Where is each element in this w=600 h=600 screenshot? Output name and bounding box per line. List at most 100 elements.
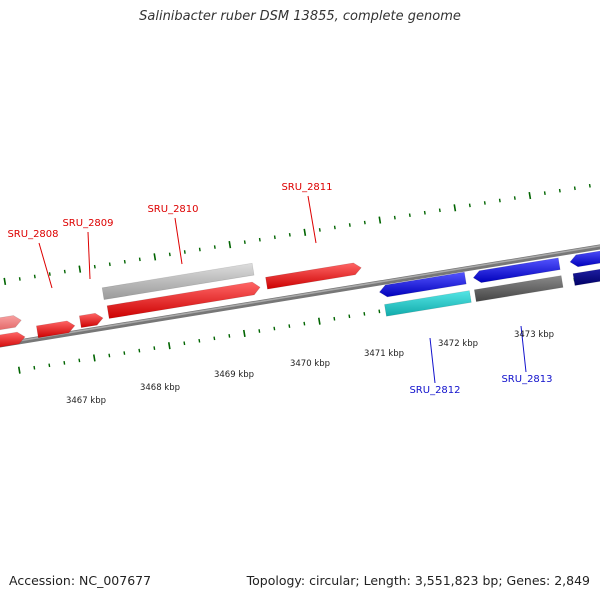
tick-mark <box>543 191 546 195</box>
tick-mark <box>258 237 261 242</box>
tick-mark <box>498 198 501 203</box>
tick-mark <box>78 265 82 273</box>
tick-mark <box>318 228 321 232</box>
gene-feature-sru-2807 <box>0 331 26 348</box>
tick-mark <box>78 358 81 363</box>
backbone-highlight <box>0 245 600 345</box>
tick-mark <box>228 334 231 338</box>
tick-mark <box>213 245 216 249</box>
gene-feature-sru-2810 <box>106 281 261 319</box>
tick-mark <box>183 250 186 254</box>
gene-label-sru-2812: SRU_2812 <box>409 385 460 396</box>
tick-mark <box>348 314 351 319</box>
tick-mark <box>483 201 486 205</box>
tick-mark <box>408 213 411 218</box>
tick-mark <box>93 264 96 269</box>
tick-mark <box>108 353 111 358</box>
gene-feature-sru-2809 <box>78 312 104 329</box>
tick-mark <box>513 196 516 200</box>
label-leader-lines <box>38 195 527 384</box>
tick-label: 3467 kbp <box>66 396 106 406</box>
tick-mark <box>198 338 201 343</box>
tick-mark <box>138 348 141 353</box>
tick-mark <box>18 277 21 281</box>
tick-mark <box>108 262 111 267</box>
gene-feature-sru-2811 <box>265 262 362 290</box>
tick-mark <box>378 309 381 314</box>
tick-label: 3473 kbp <box>514 330 554 340</box>
tick-mark <box>317 317 321 325</box>
tick-mark <box>288 324 291 328</box>
tick-mark <box>48 363 51 368</box>
tick-mark <box>167 342 171 350</box>
tick-mark <box>363 220 366 225</box>
tick-mark <box>213 336 216 341</box>
label-leader-line <box>87 231 91 280</box>
gene-feature-gray <box>101 262 255 300</box>
gene-label-sru-2808: SRU_2808 <box>7 229 58 240</box>
tick-mark <box>273 235 276 240</box>
gene-label-sru-2813: SRU_2813 <box>501 374 552 385</box>
tick-mark <box>153 346 156 350</box>
gene-feature-blue-2 <box>472 257 561 283</box>
tick-mark <box>573 186 576 191</box>
tick-mark <box>243 240 246 245</box>
tick-mark <box>438 208 441 213</box>
tick-mark <box>63 361 66 365</box>
tick-mark <box>393 215 396 220</box>
label-leader-line <box>520 325 527 373</box>
gene-label-sru-2809: SRU_2809 <box>62 218 113 229</box>
tick-label: 3472 kbp <box>438 339 478 349</box>
tick-mark <box>453 204 457 212</box>
tick-mark <box>588 183 591 188</box>
tick-mark <box>123 351 126 355</box>
tick-label: 3471 kbp <box>364 349 404 359</box>
tick-mark <box>138 257 141 262</box>
tick-mark <box>528 192 532 200</box>
tick-mark <box>153 253 157 261</box>
tick-label: 3470 kbp <box>290 359 330 369</box>
tick-mark <box>33 274 36 279</box>
label-leader-line <box>307 195 317 244</box>
tick-mark <box>288 232 291 237</box>
genome-backbone <box>0 244 600 348</box>
tick-mark <box>333 225 336 230</box>
tick-mark <box>33 365 36 370</box>
gene-feature-blue-1 <box>378 271 467 298</box>
tick-mark <box>3 277 7 285</box>
gene-feature-sru-2812 <box>384 290 472 317</box>
gene-feature-navy <box>572 268 600 286</box>
tick-mark <box>558 188 561 193</box>
map-title: Salinibacter ruber DSM 13855, complete g… <box>139 9 461 24</box>
tick-mark <box>303 228 307 236</box>
accession-text: Accession: NC_007677 <box>9 573 152 588</box>
tick-mark <box>168 252 171 257</box>
gene-label-sru-2811: SRU_2811 <box>281 182 332 193</box>
tick-mark <box>423 210 426 215</box>
gene-feature-light-red <box>0 315 22 331</box>
gene-feature-sru-2813 <box>473 275 564 302</box>
gene-feature-blue-3 <box>569 250 600 268</box>
gene-features <box>0 250 600 348</box>
gene-labels: SRU_2808 SRU_2809 SRU_2810 SRU_2811 SRU_2812… <box>7 182 552 396</box>
tick-mark <box>303 321 306 326</box>
tick-mark <box>468 203 471 208</box>
tick-mark <box>228 241 232 249</box>
tick-mark <box>123 259 126 264</box>
tick-mark <box>92 354 96 362</box>
tick-mark <box>333 316 336 321</box>
tick-mark <box>48 272 51 276</box>
tick-mark <box>242 329 246 338</box>
tick-mark <box>363 311 366 316</box>
label-leader-line <box>174 217 183 265</box>
genome-summary-text: Topology: circular; Length: 3,551,823 bp… <box>246 573 590 588</box>
gene-label-sru-2810: SRU_2810 <box>147 204 198 215</box>
tick-label: 3469 kbp <box>214 370 254 380</box>
tick-mark <box>63 269 66 274</box>
tick-label: 3468 kbp <box>140 383 180 393</box>
tick-mark <box>348 223 351 227</box>
label-leader-line <box>38 242 53 289</box>
tick-mark <box>378 216 382 224</box>
tick-mark <box>258 329 261 333</box>
